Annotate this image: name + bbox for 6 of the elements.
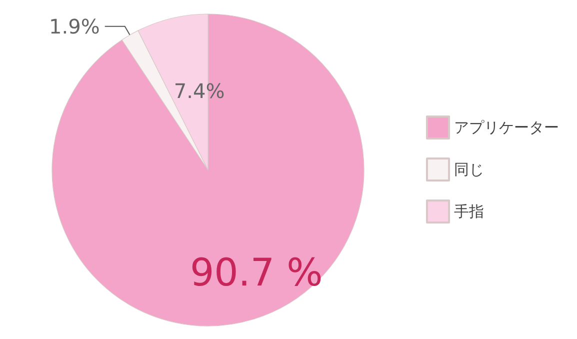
data-label: 90.7 % [190, 250, 323, 295]
data-label: 1.9% [49, 14, 100, 38]
data-label: 7.4% [174, 79, 225, 104]
legend-label: アプリケーター [454, 118, 559, 136]
legend-label: 手指 [454, 202, 484, 220]
legend-label: 同じ [454, 160, 484, 178]
